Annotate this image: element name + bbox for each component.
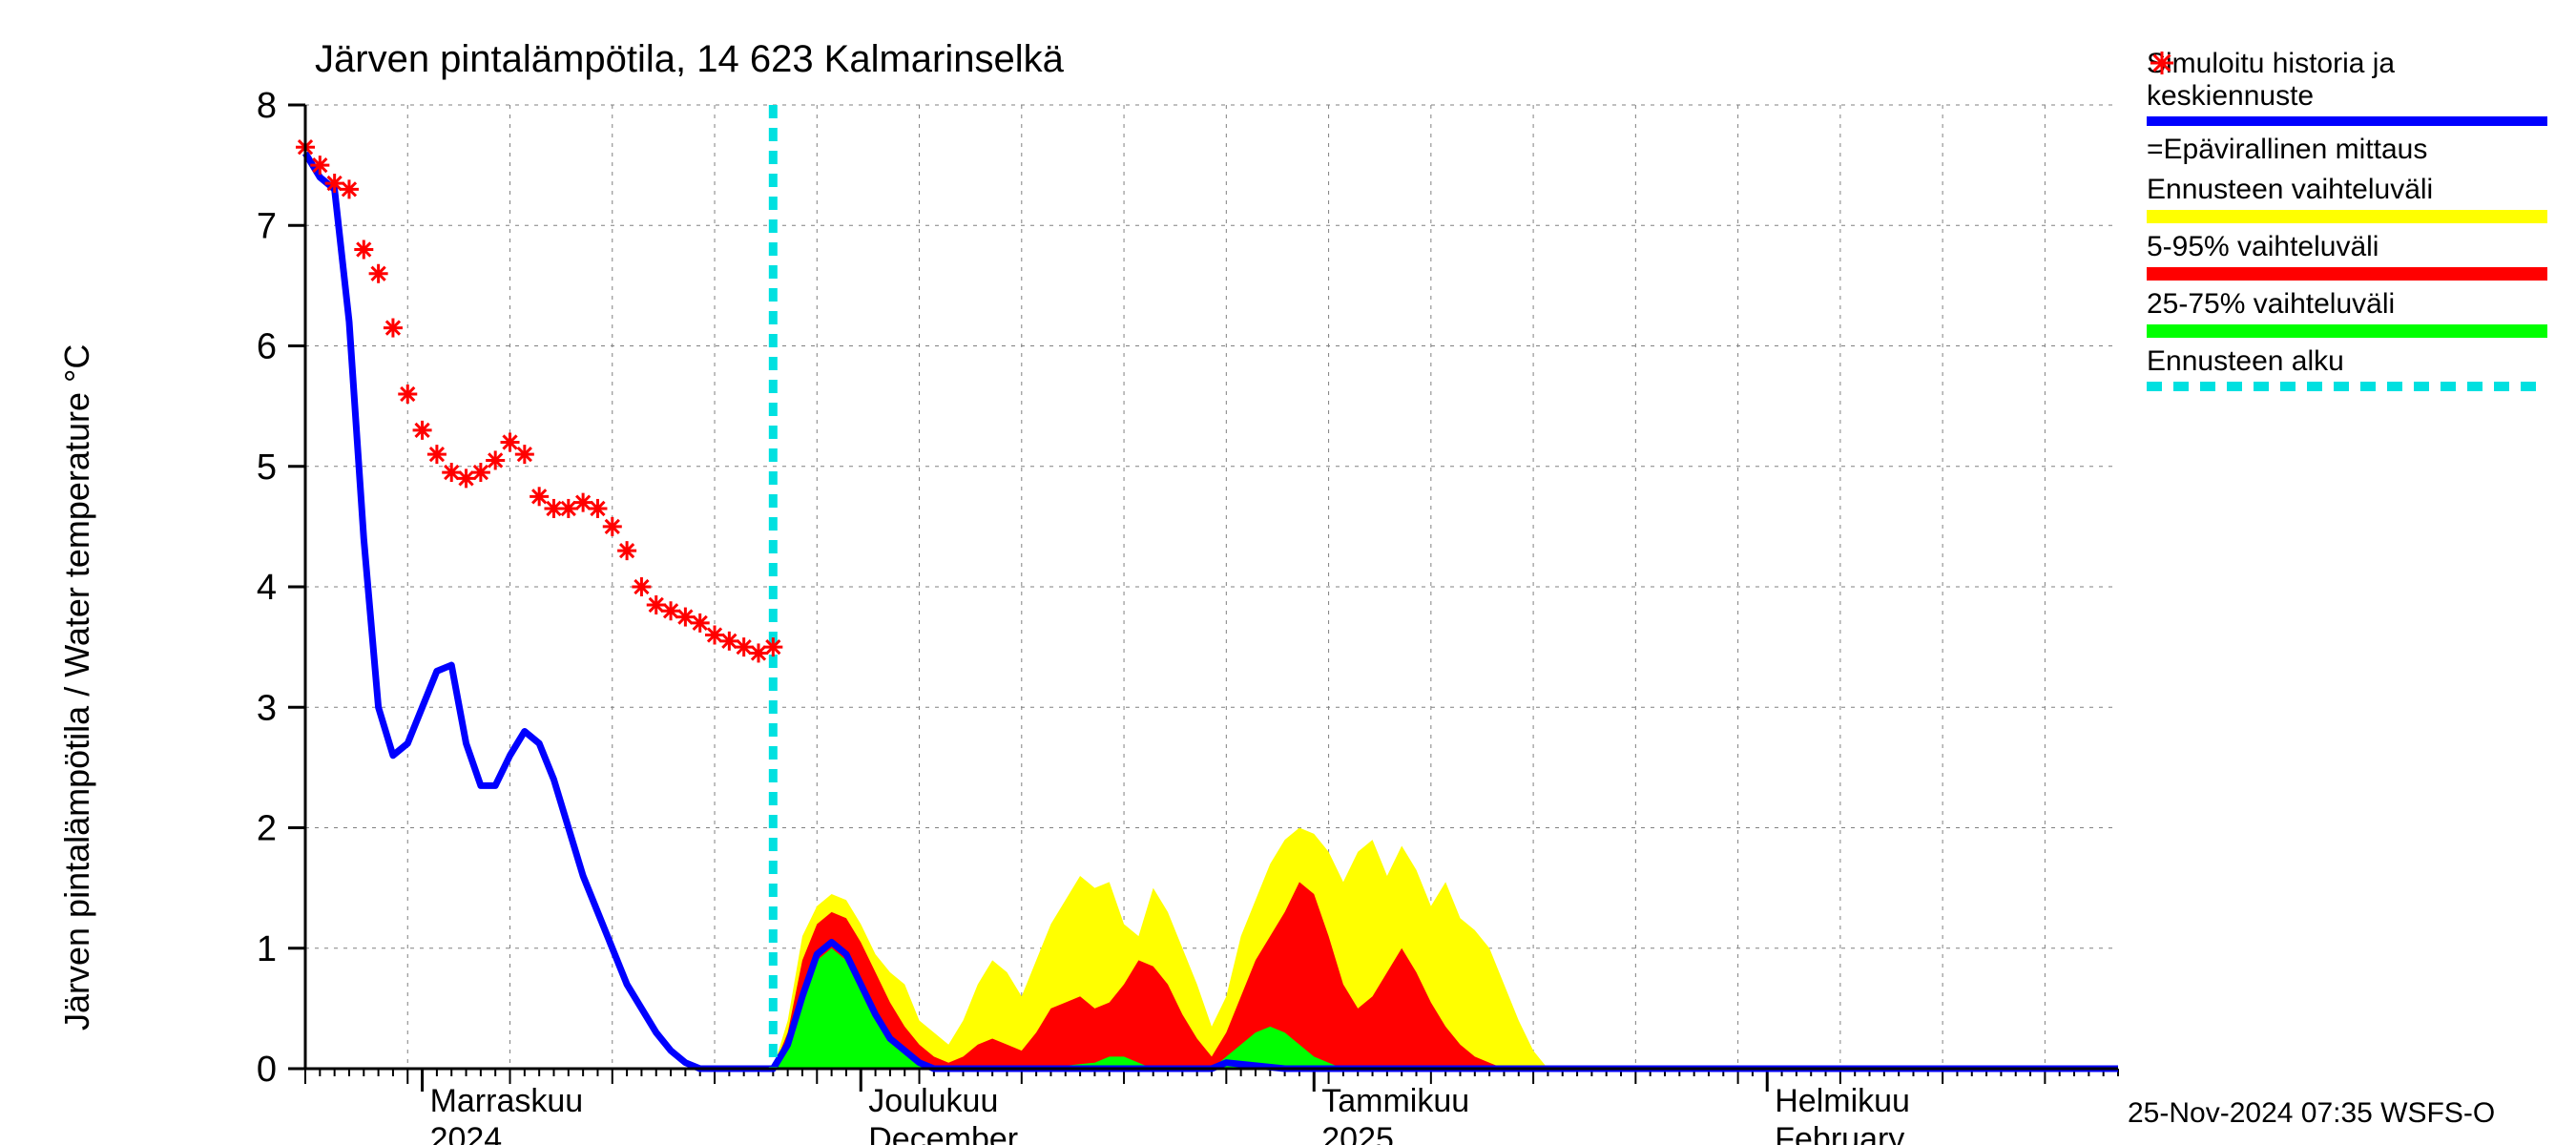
x-month-sublabel: 2024 (430, 1121, 503, 1145)
x-month-label: Joulukuu (868, 1083, 998, 1119)
x-month-sublabel: December (868, 1121, 1018, 1145)
legend-label: 25-75% vaihteluväli (2147, 288, 2547, 321)
legend-item: 5-95% vaihteluväli (2147, 231, 2547, 281)
legend-swatch (2147, 382, 2547, 391)
x-month-sublabel: 2025 (1321, 1121, 1394, 1145)
legend-item: =Epävirallinen mittaus (2147, 134, 2547, 166)
x-month-label: Helmikuu (1775, 1083, 1910, 1119)
y-tick-label: 4 (257, 568, 277, 608)
legend: Simuloitu historia ja keskiennuste =Epävi… (2147, 48, 2547, 399)
legend-item: 25-75% vaihteluväli (2147, 288, 2547, 338)
legend-swatch (2147, 267, 2547, 281)
y-tick-label: 0 (257, 1050, 277, 1090)
legend-item: Simuloitu historia ja keskiennuste (2147, 48, 2547, 126)
legend-label: Simuloitu historia ja keskiennuste (2147, 48, 2547, 113)
x-month-label: Marraskuu (430, 1083, 584, 1119)
legend-label: =Epävirallinen mittaus (2147, 134, 2427, 166)
legend-item: Ennusteen alku (2147, 345, 2547, 391)
chart-container: Järven pintalämpötila, 14 623 Kalmarinse… (0, 0, 2576, 1145)
x-month-label: Tammikuu (1321, 1083, 1469, 1119)
legend-swatch (2147, 116, 2547, 126)
y-tick-label: 7 (257, 206, 277, 246)
legend-label: Ennusteen alku (2147, 345, 2547, 378)
y-tick-label: 6 (257, 327, 277, 367)
legend-label: Ennusteen vaihteluväli (2147, 174, 2547, 206)
legend-label: 5-95% vaihteluväli (2147, 231, 2547, 263)
y-tick-label: 8 (257, 86, 277, 126)
y-tick-label: 3 (257, 688, 277, 728)
legend-swatch (2147, 324, 2547, 338)
legend-item: Ennusteen vaihteluväli (2147, 174, 2547, 223)
y-tick-label: 1 (257, 929, 277, 969)
footer-timestamp: 25-Nov-2024 07:35 WSFS-O (2128, 1097, 2495, 1130)
legend-swatch (2147, 210, 2547, 223)
y-tick-label: 2 (257, 809, 277, 849)
y-tick-label: 5 (257, 448, 277, 488)
x-month-sublabel: February (1775, 1121, 1904, 1145)
